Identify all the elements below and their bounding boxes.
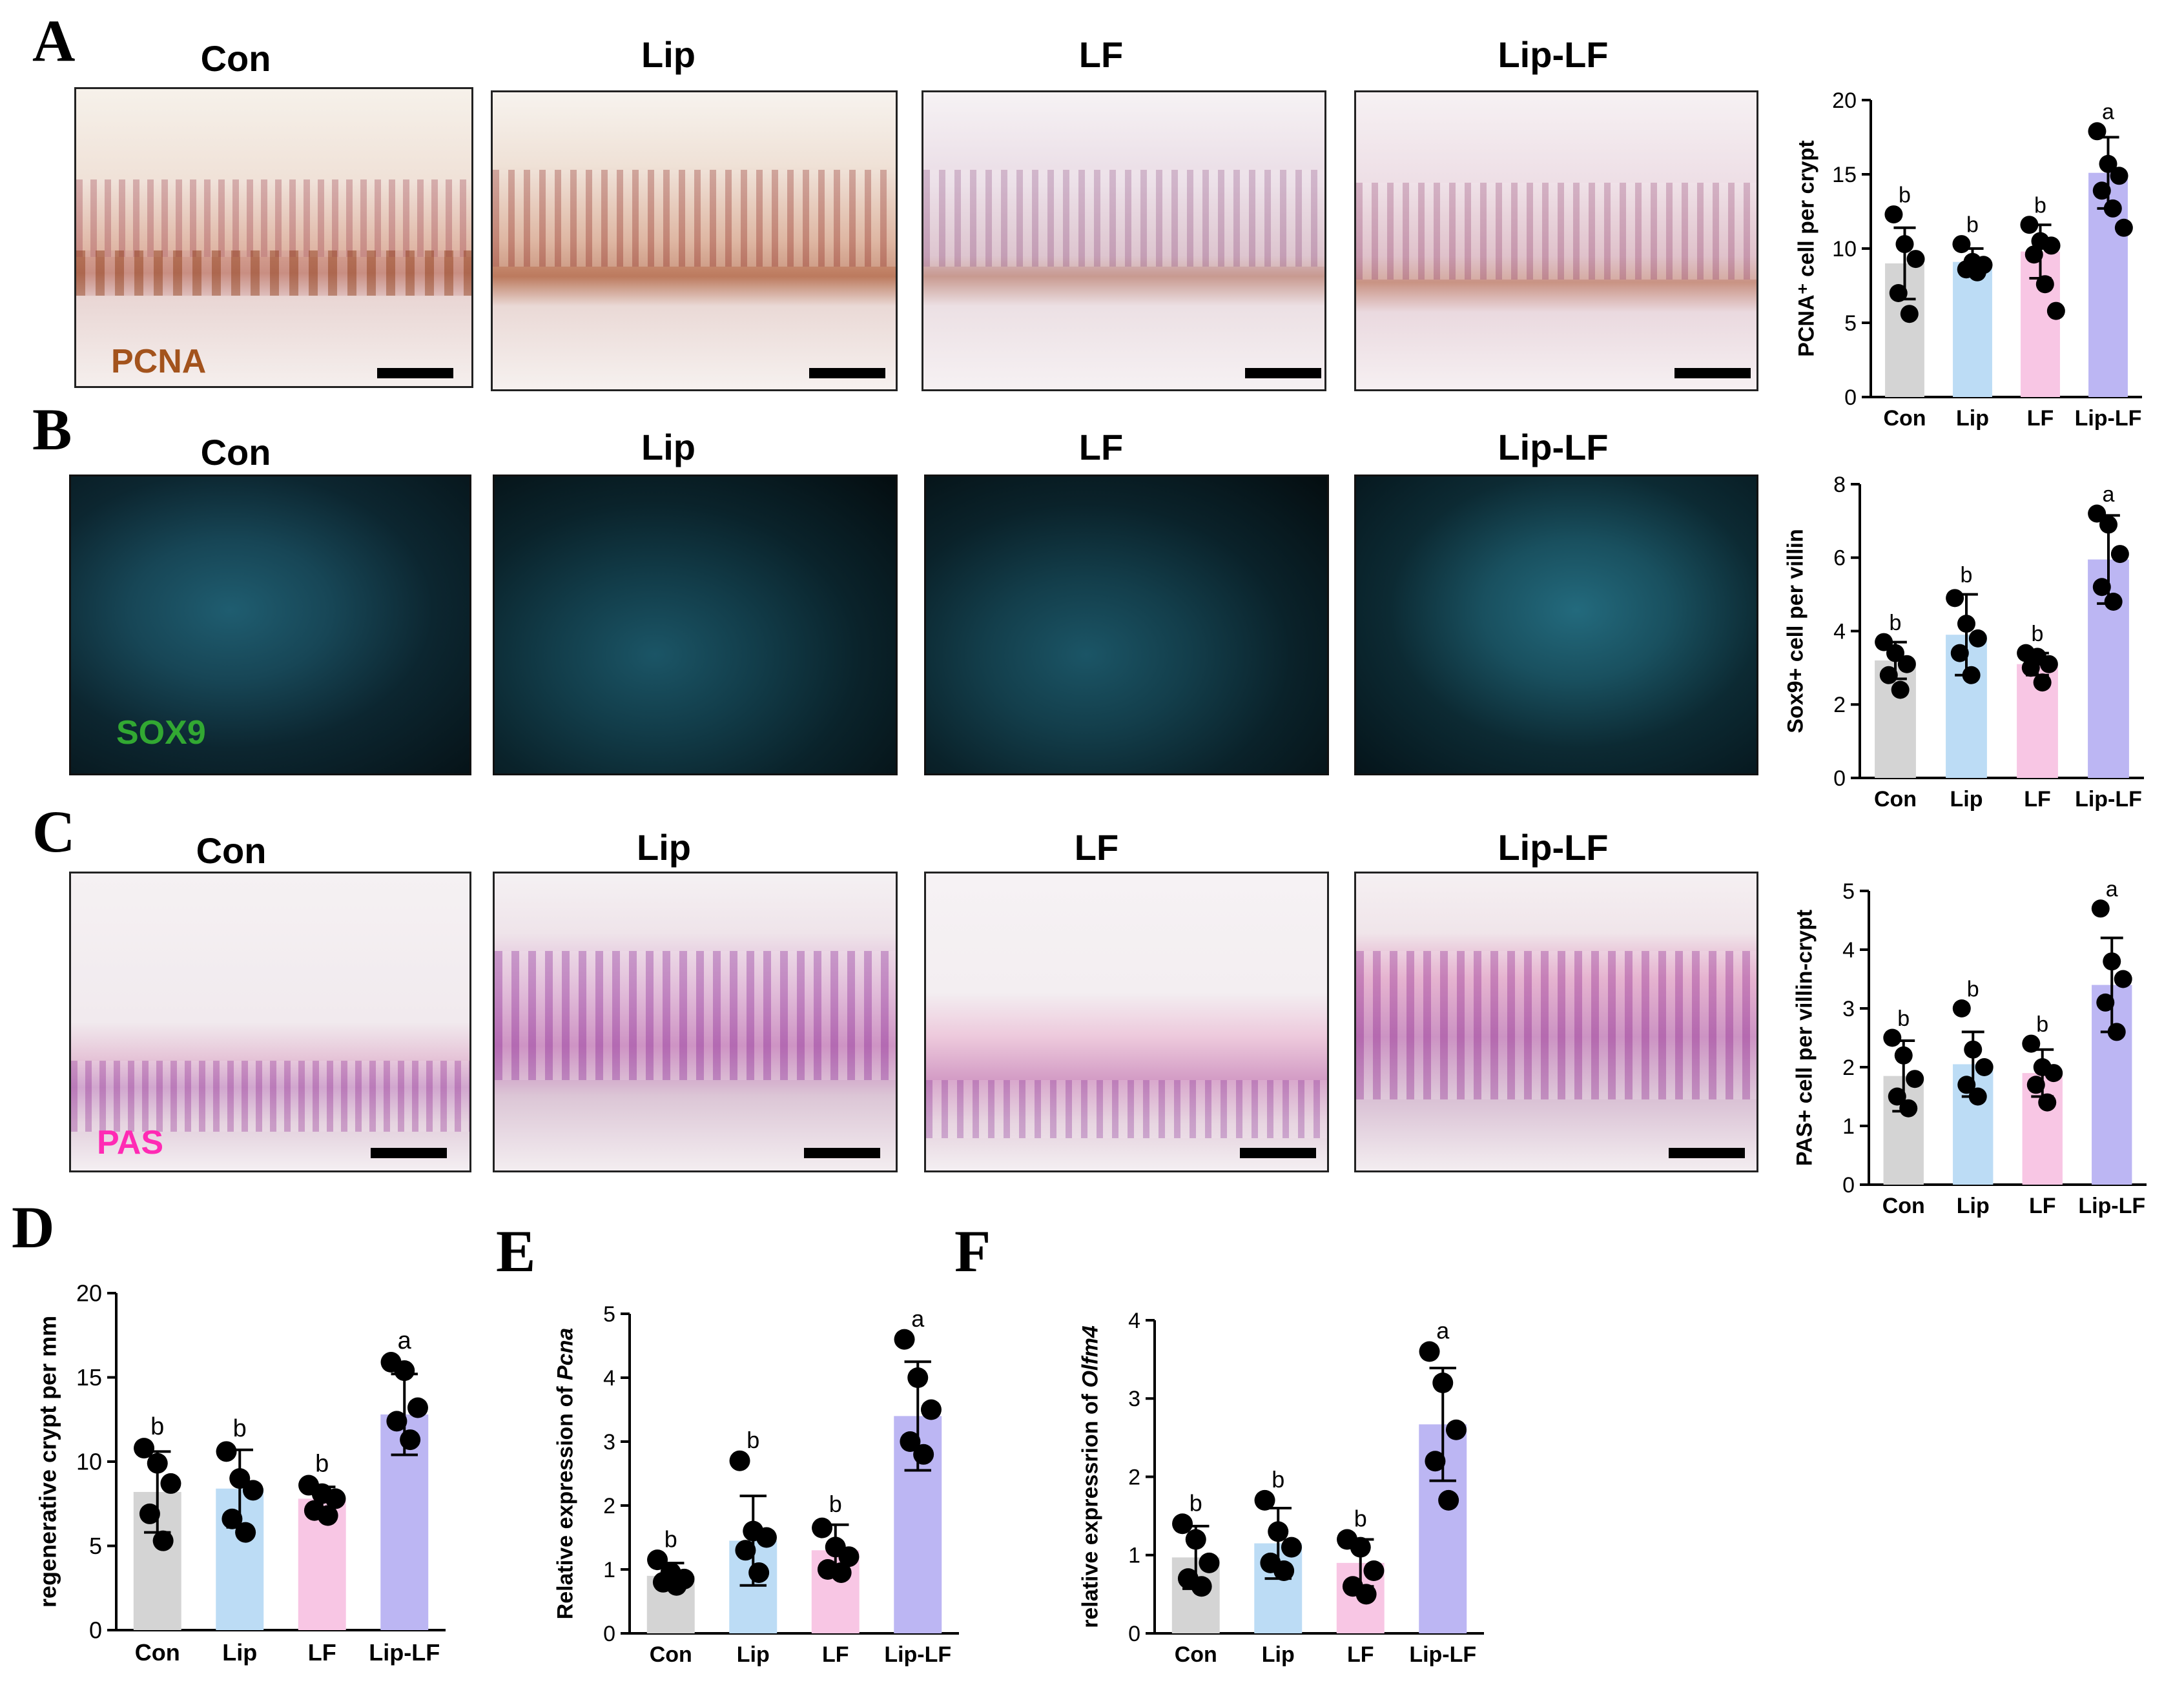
scale-bar bbox=[377, 368, 453, 378]
stain-label-pcna: PCNA bbox=[111, 343, 207, 380]
micrograph-pcna-lip bbox=[491, 90, 898, 391]
column-title-liplf: Lip-LF bbox=[1498, 34, 1609, 75]
data-point bbox=[2099, 154, 2117, 173]
data-point bbox=[2088, 122, 2107, 141]
micrograph-sox9-lf bbox=[924, 475, 1329, 775]
micrograph-pcna-lf bbox=[922, 90, 1326, 391]
scale-bar bbox=[1669, 1148, 1745, 1158]
y-tick-label: 20 bbox=[1832, 88, 1857, 113]
data-point bbox=[2035, 275, 2054, 294]
crypt-texture bbox=[76, 250, 471, 296]
data-point bbox=[2110, 167, 2128, 185]
data-point bbox=[2092, 181, 2111, 200]
significance-letter: b bbox=[2034, 194, 2046, 218]
data-point bbox=[2042, 236, 2061, 255]
column-title-lf: LF bbox=[1078, 34, 1124, 75]
y-axis-label: PCNA⁺ cell per crypt bbox=[1795, 140, 1819, 356]
column-title-lip: Lip bbox=[637, 827, 691, 868]
data-point bbox=[1884, 205, 1903, 224]
panel-letter-e: E bbox=[496, 1218, 536, 1284]
panel-letter-a: A bbox=[32, 8, 76, 74]
significance-letter: b bbox=[1966, 212, 1979, 237]
data-point bbox=[1895, 235, 1914, 254]
panel-letter-d: D bbox=[12, 1194, 55, 1260]
data-point bbox=[2024, 245, 2043, 264]
column-title-con: Con bbox=[200, 38, 271, 79]
villi-texture bbox=[926, 1080, 1327, 1138]
data-point bbox=[1952, 235, 1971, 254]
data-point bbox=[1900, 305, 1919, 323]
category-label: Lip-LF bbox=[2075, 406, 2142, 431]
scale-bar bbox=[1240, 1148, 1316, 1158]
y-tick-label: 5 bbox=[1844, 311, 1857, 336]
villi-texture bbox=[1356, 183, 1756, 280]
column-title-con: Con bbox=[200, 432, 271, 473]
panel-letter-c: C bbox=[32, 799, 76, 864]
column-title-lf: LF bbox=[1078, 427, 1124, 467]
column-title-liplf: Lip-LF bbox=[1498, 827, 1609, 868]
panel-letter-f: F bbox=[954, 1218, 991, 1284]
category-label: Con bbox=[1883, 406, 1926, 431]
scale-bar bbox=[1674, 368, 1751, 378]
y-tick-label: 0 bbox=[1844, 385, 1857, 410]
data-point bbox=[1889, 284, 1908, 302]
column-title-lip: Lip bbox=[641, 34, 695, 75]
panel-letter-b: B bbox=[32, 396, 72, 462]
villi-texture bbox=[495, 951, 896, 1080]
micrograph-sox9-liplf bbox=[1354, 475, 1758, 775]
micrograph-pas-lip bbox=[493, 872, 898, 1172]
micrograph-sox9-con bbox=[69, 475, 471, 775]
micrograph-pcna-con bbox=[74, 87, 473, 388]
column-title-lf: LF bbox=[1074, 827, 1119, 868]
scale-bar bbox=[804, 1148, 880, 1158]
data-point bbox=[2103, 199, 2122, 218]
column-title-liplf: Lip-LF bbox=[1498, 427, 1609, 467]
micrograph-sox9-lip bbox=[493, 475, 898, 775]
villi-texture bbox=[923, 170, 1324, 267]
data-point bbox=[2046, 301, 2065, 320]
column-title-lip: Lip bbox=[641, 427, 695, 467]
micrograph-pcna-liplf bbox=[1354, 90, 1758, 391]
data-point bbox=[1968, 263, 1986, 281]
category-label: LF bbox=[2027, 406, 2054, 431]
y-tick-label: 10 bbox=[1832, 237, 1857, 261]
data-point bbox=[2114, 218, 2133, 237]
villi-texture bbox=[493, 170, 896, 267]
villi-texture bbox=[1356, 951, 1756, 1099]
y-tick-label: 15 bbox=[1832, 163, 1857, 187]
scale-bar bbox=[809, 368, 885, 378]
stain-label-sox9: SOX9 bbox=[116, 714, 206, 751]
villi-texture bbox=[76, 179, 471, 257]
scale-bar bbox=[1245, 368, 1321, 378]
stain-label-pas: PAS bbox=[97, 1124, 164, 1161]
column-title-con: Con bbox=[196, 830, 267, 871]
micrograph-pas-liplf bbox=[1354, 872, 1758, 1172]
category-label: Lip bbox=[1956, 406, 1989, 431]
micrograph-pas-con bbox=[69, 872, 471, 1172]
bar-lip bbox=[1953, 261, 1992, 397]
data-point bbox=[2020, 216, 2039, 234]
significance-letter: a bbox=[2102, 100, 2114, 125]
micrograph-pas-lf bbox=[924, 872, 1329, 1172]
scale-bar bbox=[371, 1148, 447, 1158]
data-point bbox=[1906, 250, 1925, 269]
villi-texture bbox=[71, 1061, 469, 1132]
significance-letter: b bbox=[1899, 183, 1911, 207]
